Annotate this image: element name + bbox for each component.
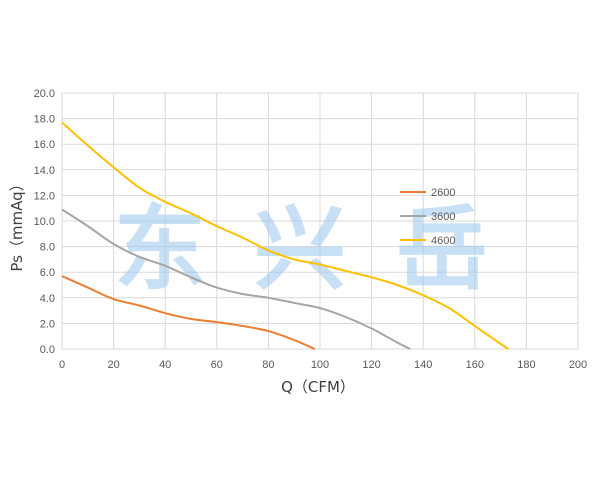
y-tick-label: 14.0 [34, 165, 55, 177]
series-line-3600 [61, 208, 411, 350]
series-lines [61, 121, 509, 350]
y-tick-label: 8.0 [40, 242, 55, 254]
x-tick-label: 40 [159, 359, 171, 371]
x-tick-label: 180 [517, 359, 535, 371]
legend-label: 4600 [431, 235, 455, 247]
watermark-char: 东 [114, 196, 206, 303]
x-tick-label: 60 [211, 359, 223, 371]
y-tick-label: 12.0 [34, 190, 55, 202]
y-tick-label: 20.0 [34, 88, 55, 100]
y-tick-label: 16.0 [34, 139, 55, 151]
x-tick-label: 140 [414, 359, 432, 371]
series-line-4600 [61, 121, 509, 350]
x-tick-label: 160 [466, 359, 484, 371]
y-tick-label: 10.0 [34, 216, 55, 228]
legend-label: 3600 [431, 211, 455, 223]
grid [61, 92, 579, 350]
y-tick-label: 2.0 [40, 318, 55, 330]
y-tick-label: 4.0 [40, 293, 55, 305]
y-axis-title: Ps（mmAq） [8, 176, 26, 271]
x-tick-label: 200 [569, 359, 587, 371]
series-line-2600 [61, 275, 316, 350]
watermark-char: 岳 [396, 196, 488, 303]
y-tick-label: 0.0 [40, 344, 55, 356]
x-axis-title: Q（CFM） [281, 378, 355, 396]
watermark: 东兴岳 [114, 196, 488, 303]
x-tick-label: 80 [262, 359, 274, 371]
plot-border [61, 92, 579, 350]
x-tick-label: 20 [107, 359, 119, 371]
axes: 0 20 40 60 80 100 120 140 160 180 200 0.0 2.0 4.0 6.0 8… [34, 88, 588, 371]
watermark-char: 兴 [254, 196, 346, 303]
legend-label: 2600 [431, 187, 455, 199]
y-tick-label: 18.0 [34, 114, 55, 126]
y-tick-label: 6.0 [40, 267, 55, 279]
legend: 2600 3600 4600 [400, 187, 455, 247]
x-tick-label: 100 [311, 359, 329, 371]
x-tick-label: 0 [59, 359, 65, 371]
x-tick-label: 120 [362, 359, 380, 371]
